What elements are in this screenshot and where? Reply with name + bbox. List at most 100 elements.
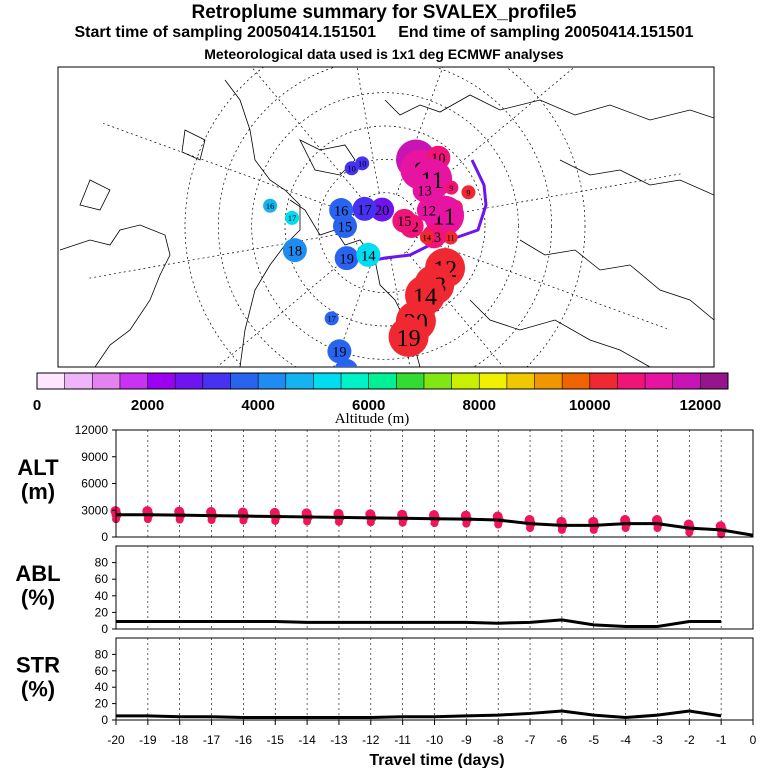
plume-cluster: 14 — [419, 230, 434, 245]
x-tick-label: -1 — [716, 733, 727, 747]
plume-circle — [419, 230, 434, 245]
colorbar-label: Altitude (m) — [335, 411, 410, 427]
plume-cluster: 14 — [356, 242, 381, 267]
colorbar-tick-label: 6000 — [352, 397, 385, 414]
plume-cluster: 9 — [461, 185, 476, 200]
latitude-circle — [251, 92, 519, 360]
colorbar-tick-label: 0 — [33, 397, 41, 414]
time-series-panels: 030006000900012000ALT(m)020406080ABL(%)0… — [15, 423, 756, 747]
plume-circle — [285, 210, 300, 225]
plume-circle — [388, 316, 429, 357]
plume-label: 20 — [375, 203, 389, 219]
plume-cluster: 10 — [355, 156, 370, 171]
colorbar-segment — [258, 373, 287, 389]
x-tick-label: -13 — [330, 733, 348, 747]
plume-cluster: 15 — [392, 208, 417, 233]
plume-circle — [412, 178, 437, 203]
plume-label: 14 — [423, 233, 432, 242]
plume-label: 9 — [449, 184, 453, 193]
x-tick-label: -14 — [298, 733, 316, 747]
panel-label: ABL — [15, 561, 60, 586]
plume-label: 20 — [339, 364, 353, 380]
x-tick-label: -17 — [203, 733, 221, 747]
x-tick-label: -8 — [493, 733, 504, 747]
colorbar-segment — [64, 373, 93, 389]
y-tick-label: 40 — [95, 589, 109, 603]
panel-str: 0 20 40 60 80 STR(%) — [16, 637, 754, 727]
colorbar-segment — [368, 373, 397, 389]
plume-label: 11 — [447, 234, 455, 243]
colorbar-segment — [313, 373, 342, 389]
plume-circle — [370, 197, 395, 222]
series-line — [116, 709, 722, 720]
x-tick-label: -18 — [171, 733, 189, 747]
plume-cluster: 20 — [334, 358, 358, 380]
plume-circle — [352, 196, 377, 221]
plume-label: 10 — [358, 160, 366, 169]
plume-circle — [282, 238, 307, 263]
x-tick-label: -5 — [588, 733, 599, 747]
x-tick-label: -10 — [426, 733, 444, 747]
x-tick-label: -3 — [652, 733, 663, 747]
panel-unit: (m) — [21, 479, 55, 504]
plume-circle — [324, 311, 339, 326]
coastline — [469, 299, 651, 367]
latitude-circle — [218, 67, 552, 367]
plume-circle — [443, 230, 458, 245]
plume-circle — [334, 246, 359, 271]
met-data-note: Meteorological data used is 1x1 deg ECMW… — [204, 46, 564, 62]
colorbar-segment — [451, 373, 480, 389]
altitude-colorbar: 0 2000 4000 6000 8000 10000 12000 — [33, 372, 729, 414]
plume-label: 12 — [422, 203, 436, 219]
x-tick-label: -7 — [525, 733, 536, 747]
colorbar-segment — [589, 373, 618, 389]
series-line — [116, 513, 754, 537]
y-tick-label: 60 — [95, 572, 109, 586]
plume-label: 17 — [288, 214, 296, 223]
colorbar-tick-label: 4000 — [241, 397, 274, 414]
x-axis-label: Travel time (days) — [369, 752, 504, 768]
colorbar-tick-label: 8000 — [463, 397, 496, 414]
plume-label: 17 — [327, 315, 335, 324]
x-tick-label: -20 — [107, 733, 125, 747]
plume-cluster: 17 — [352, 196, 377, 221]
end-time: End time of sampling 20050414.151501 — [398, 24, 694, 41]
y-tick-label: 6000 — [81, 477, 108, 491]
y-tick-label: 40 — [95, 680, 109, 694]
x-tick-label: -2 — [684, 733, 695, 747]
chart-title: Retroplume summary for SVALEX_profile5 — [191, 2, 577, 23]
colorbar-segment — [562, 373, 591, 389]
plume-circle — [444, 180, 459, 195]
colorbar-segment — [202, 373, 231, 389]
colorbar-segment — [617, 373, 646, 389]
plume-label: 19 — [332, 345, 346, 361]
plume-circle — [356, 242, 381, 267]
x-tick-label: -11 — [394, 733, 411, 747]
plume-markers: 8971011139991112111314121314201912152017… — [263, 139, 488, 380]
y-tick-label: 0 — [101, 530, 108, 544]
y-tick-label: 20 — [95, 605, 109, 619]
plume-circle — [355, 156, 370, 171]
y-tick-label: 0 — [101, 713, 108, 727]
y-tick-label: 9000 — [81, 450, 108, 464]
y-tick-label: 3000 — [81, 503, 108, 517]
sampling-times: Start time of sampling 20050414.151501 E… — [0, 24, 768, 42]
plume-cluster: 12 — [416, 198, 441, 223]
colorbar-segment — [506, 373, 535, 389]
series-line — [116, 618, 722, 629]
colorbar-segment — [147, 373, 176, 389]
colorbar-segment — [423, 373, 452, 389]
plume-label: 10 — [347, 164, 355, 173]
y-tick-label: 20 — [95, 697, 109, 711]
latitude-circle — [284, 125, 486, 327]
panel-unit: (%) — [21, 676, 55, 701]
colorbar-segment — [700, 373, 729, 389]
colorbar-tick-label: 2000 — [131, 397, 164, 414]
plume-label: 17 — [357, 202, 371, 218]
panel-abl: 0 20 40 60 80 ABL(%) — [15, 545, 754, 636]
colorbar-segment — [341, 373, 369, 389]
plume-cluster: 10 — [344, 161, 359, 176]
plume-label: 19 — [340, 252, 354, 268]
plume-cluster: 11 — [443, 230, 458, 245]
colorbar-tick-label: 12000 — [680, 397, 722, 414]
